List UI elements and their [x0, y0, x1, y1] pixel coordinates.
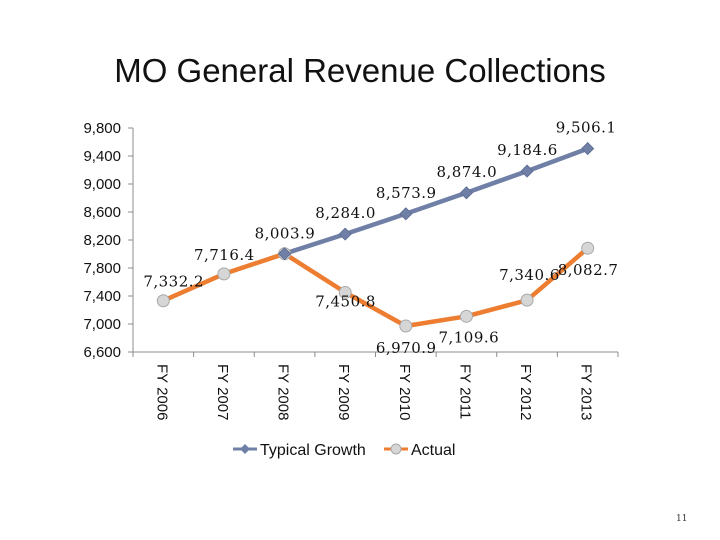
- actual-marker: [581, 241, 595, 255]
- x-tick-label: FY 2012: [517, 364, 534, 420]
- legend-marker-typical-growth: [240, 444, 250, 454]
- actual-data-label: 7,340.6: [499, 266, 560, 284]
- typical-growth-marker: [459, 186, 474, 200]
- x-tick-label: FY 2008: [275, 364, 292, 420]
- series-lines: [162, 146, 590, 329]
- y-tick-label: 6,600: [83, 344, 121, 361]
- y-tick-label: 9,000: [83, 176, 121, 193]
- actual-marker: [399, 319, 413, 333]
- typical-growth-data-label: 8,874.0: [436, 163, 497, 181]
- x-axis-ticks: FY 2006 FY 2007 FY 2008 FY 2009 FY 2010 FY 20…: [132, 352, 619, 420]
- y-axis-ticks: 6,600 7,000 7,400 7,800 8,200 8,600 9,000 9,400…: [83, 120, 133, 361]
- series-markers: [156, 142, 595, 333]
- y-tick-label: 7,000: [83, 316, 121, 333]
- typical-growth-marker: [520, 164, 534, 178]
- legend-label-actual: Actual: [411, 442, 455, 459]
- y-tick-label: 8,600: [83, 204, 121, 221]
- actual-data-label: 7,450.8: [315, 292, 376, 310]
- typical-growth-data-label: 8,003.9: [255, 225, 316, 243]
- slide-title: MO General Revenue Collections: [114, 52, 606, 89]
- actual-marker: [459, 309, 473, 323]
- chart-axes: [132, 128, 618, 353]
- y-tick-label: 9,800: [83, 120, 121, 137]
- typical-growth-marker: [581, 142, 595, 156]
- legend: Typical Growth Actual: [233, 442, 455, 459]
- series-line-actual: [162, 246, 590, 329]
- page-number: 11: [676, 514, 688, 524]
- x-tick-label: FY 2007: [214, 364, 231, 420]
- typical-growth-marker: [338, 227, 352, 241]
- typical-growth-data-label: 9,184.6: [497, 141, 558, 159]
- x-tick-label: FY 2010: [396, 364, 413, 420]
- series-line-typical-growth: [283, 146, 589, 256]
- y-tick-label: 9,400: [83, 148, 121, 165]
- actual-data-label: 7,332.2: [143, 273, 204, 291]
- typical-growth-marker: [277, 247, 292, 261]
- actual-data-label: 8,082.7: [558, 261, 619, 279]
- typical-growth-marker: [399, 207, 413, 221]
- typical-growth-data-label: 9,506.1: [556, 119, 617, 137]
- actual-marker: [156, 294, 170, 308]
- actual-marker: [217, 267, 231, 281]
- legend-marker-actual: [390, 443, 402, 455]
- x-tick-label: FY 2013: [578, 364, 595, 420]
- x-tick-label: FY 2009: [335, 364, 352, 420]
- actual-data-label: 6,970.9: [376, 339, 437, 357]
- actual-data-label: 7,109.6: [438, 328, 499, 346]
- x-tick-label: FY 2006: [153, 364, 170, 420]
- data-labels: 8,003.9 8,284.08,573.9 8,874.09,184.6 9,506…: [143, 119, 618, 357]
- x-tick-label: FY 2011: [456, 364, 473, 419]
- actual-marker: [338, 285, 352, 299]
- y-tick-label: 7,400: [83, 288, 121, 305]
- actual-data-label: 7,716.4: [194, 246, 255, 264]
- y-tick-label: 8,200: [83, 232, 121, 249]
- y-tick-label: 7,800: [83, 260, 121, 277]
- typical-growth-data-label: 8,573.9: [376, 184, 437, 202]
- legend-label-typical-growth: Typical Growth: [260, 442, 366, 459]
- actual-marker: [520, 293, 534, 307]
- typical-growth-data-label: 8,284.0: [315, 204, 376, 222]
